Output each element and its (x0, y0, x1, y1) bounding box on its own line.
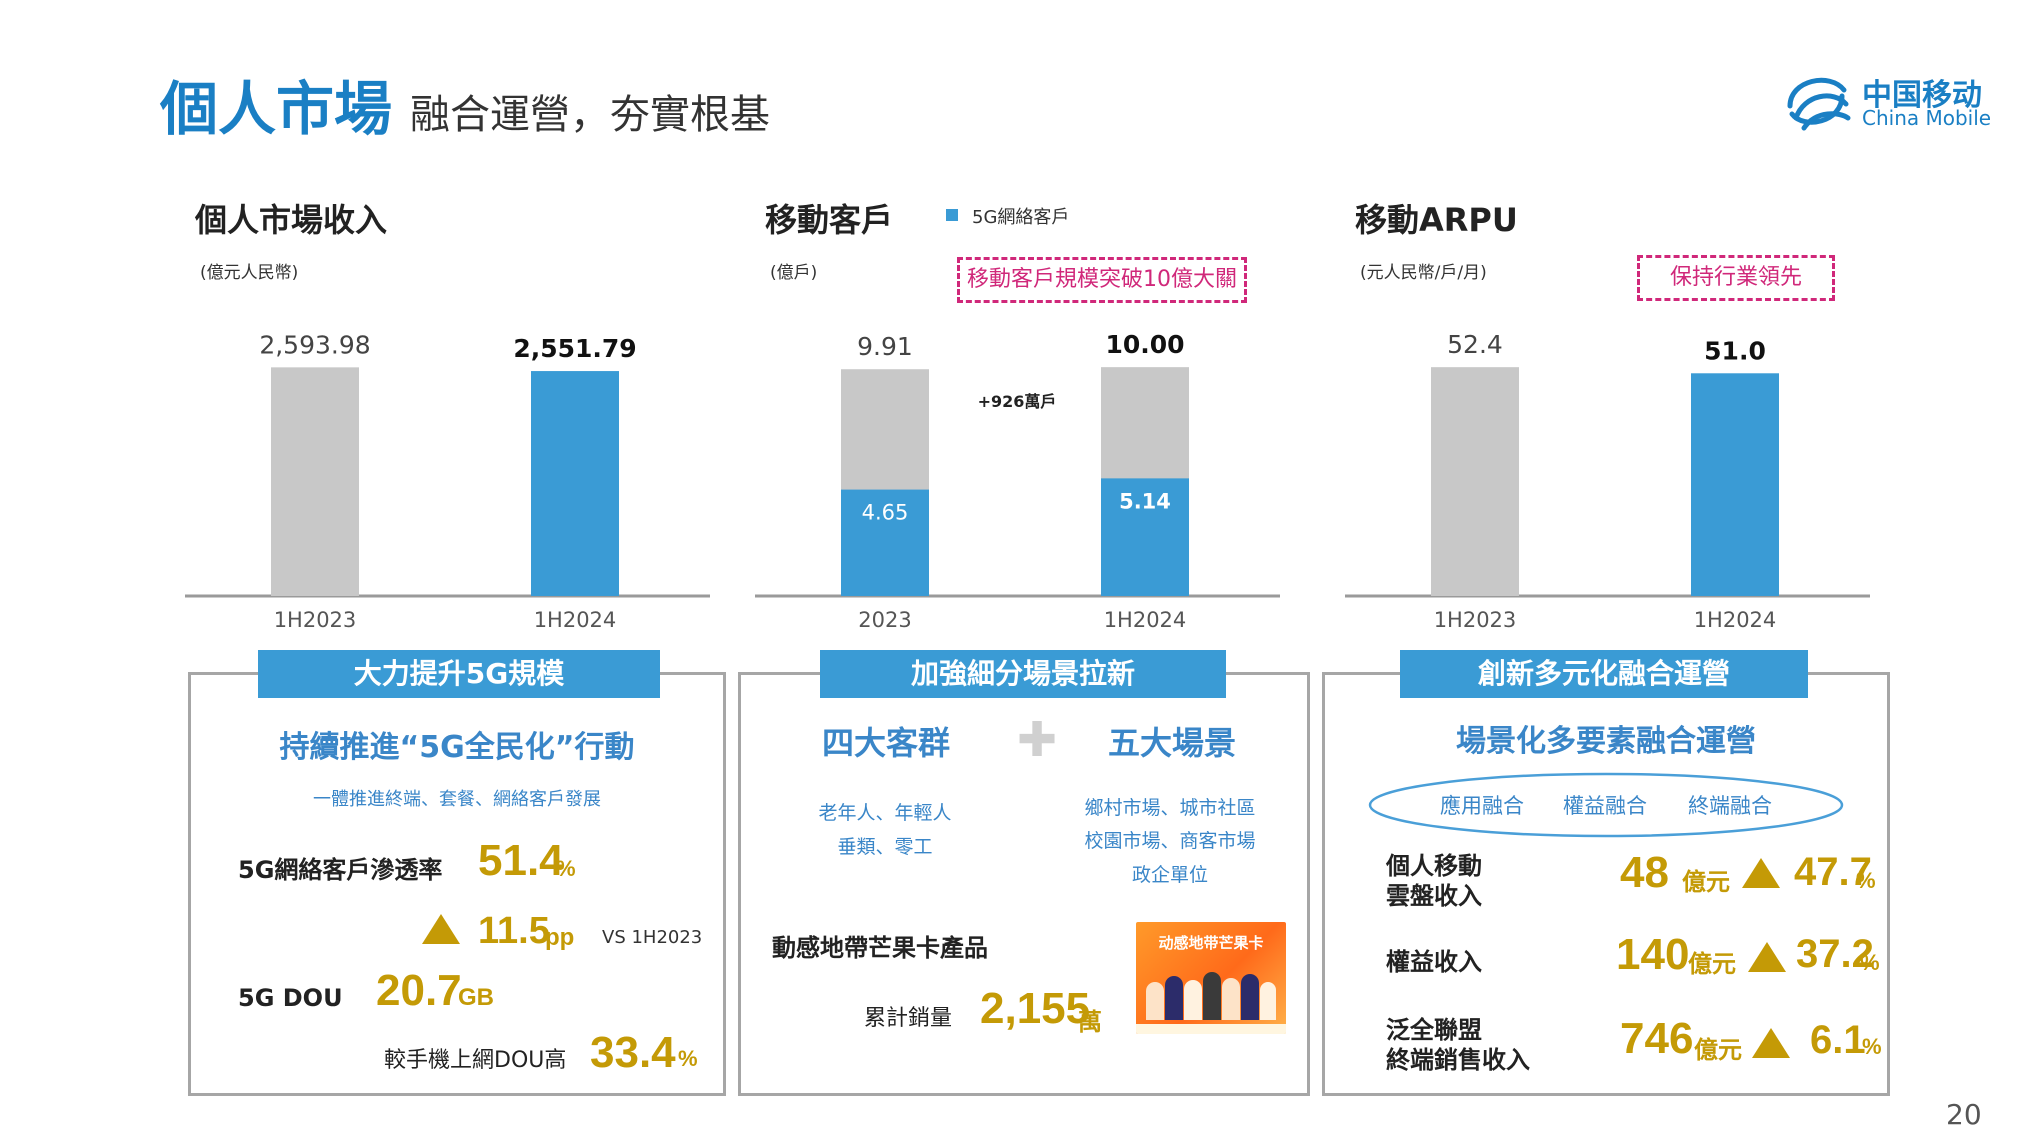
chart3-category-label-0: 1H2023 (1434, 608, 1517, 632)
sales-value: 2,155 (980, 984, 1091, 1033)
cloud-revenue-label-1: 個人移動 (1386, 852, 1482, 880)
panel3-heading: 場景化多要素融合運營 (1456, 724, 1756, 759)
chart1-value-label-0: 2,593.98 (259, 330, 370, 359)
chart2-bar-5g-0 (841, 489, 929, 596)
scenes-line-1: 鄉村市場、城市社區 (1084, 797, 1256, 819)
panel1-subheading: 一體推進終端、套餐、網絡客戶發展 (313, 789, 601, 810)
chart1-value-label-1: 2,551.79 (513, 334, 636, 363)
logo-text-en: China Mobile (1862, 106, 1992, 130)
increase-value: 11.5 (478, 910, 550, 952)
arpu-chart: 52.4 1H2023 51.0 1H2024 (1345, 330, 1870, 632)
chart3-bar-1 (1691, 373, 1779, 596)
arpu-leading-tag: 保持行業領先 (1637, 255, 1835, 301)
dou-compare-value: 33.4 (590, 1028, 676, 1077)
penetration-unit: % (556, 856, 576, 881)
product-label: 動感地帶芒果卡產品 (772, 934, 988, 962)
rights-growth-unit: % (1860, 950, 1880, 975)
increase-unit: pp (545, 924, 575, 951)
dou-unit: GB (458, 984, 494, 1011)
chart2-label-5g-1: 5.14 (1119, 489, 1171, 513)
scene-title: 五大場景 (1108, 724, 1237, 762)
chart1-bar-1 (531, 371, 619, 596)
revenue-chart: 2,593.98 1H2023 2,551.79 1H2024 (185, 330, 710, 632)
revenue-chart-title: 個人市場收入 (195, 201, 388, 239)
panel2-banner: 加強細分場景拉新 (820, 650, 1226, 698)
scenes-line-2: 校園市場、商客市場 (1084, 830, 1256, 852)
panel1-heading: 持續推進“5G全民化”行動 (279, 730, 635, 765)
revenue-chart-unit: (億元人民幣) (200, 263, 299, 283)
terminal-growth-value: 6.1 (1810, 1018, 1866, 1062)
customers-chart-title: 移動客戶 (765, 201, 894, 239)
rights-growth-arrow-icon (1748, 942, 1786, 972)
arpu-chart-unit: (元人民幣/戶/月) (1360, 263, 1487, 283)
legend-5g-label: 5G網絡客戶 (972, 207, 1070, 228)
groups-line-2: 垂類、零工 (837, 836, 933, 858)
chart2-category-label-0: 2023 (858, 608, 911, 632)
customers-chart-unit: (億戶) (770, 263, 818, 283)
rights-revenue-unit: 億元 (1688, 951, 1736, 978)
terminal-revenue-label-2: 終端銷售收入 (1386, 1046, 1530, 1074)
increase-arrow-icon (422, 914, 460, 944)
arpu-chart-title: 移動ARPU (1355, 201, 1518, 239)
fusion-item-terminal: 終端融合 (1688, 794, 1772, 818)
china-mobile-logo-icon (1787, 77, 1851, 131)
legend-5g-swatch (946, 209, 958, 221)
cloud-growth-arrow-icon (1742, 858, 1780, 888)
chart3-value-label-1: 51.0 (1704, 336, 1766, 365)
rights-revenue-label: 權益收入 (1386, 948, 1482, 976)
product-image-figures (1146, 962, 1276, 1020)
chart2-label-total-1: 10.00 (1105, 330, 1184, 359)
rights-growth-value: 37.2 (1796, 932, 1874, 976)
cloud-revenue-label-2: 雲盤收入 (1386, 882, 1482, 910)
chart2-bar-5g-1 (1101, 478, 1189, 596)
cloud-revenue-unit: 億元 (1682, 869, 1730, 896)
groups-line-1: 老年人、年輕人 (818, 802, 952, 824)
chart3-value-label-0: 52.4 (1447, 330, 1503, 359)
cloud-growth-unit: % (1856, 868, 1876, 893)
dou-value: 20.7 (376, 966, 462, 1015)
fusion-item-app: 應用融合 (1440, 794, 1524, 818)
dou-compare-unit: % (678, 1046, 698, 1071)
chart2-category-label-1: 1H2024 (1104, 608, 1187, 632)
panel3-banner: 創新多元化融合運營 (1400, 650, 1808, 698)
dou-label: 5G DOU (238, 984, 343, 1012)
customers-growth-annotation: +926萬戶 (978, 392, 1057, 411)
sales-label: 累計銷量 (864, 1006, 953, 1031)
rights-revenue-value: 140 (1616, 930, 1690, 979)
sales-unit: 萬 (1078, 1009, 1102, 1036)
dou-compare-label: 較手機上網DOU高 (384, 1048, 567, 1073)
chart1-category-label-0: 1H2023 (274, 608, 357, 632)
cloud-revenue-value: 48 (1620, 848, 1669, 897)
increase-note: VS 1H2023 (602, 927, 703, 948)
fusion-item-rights: 權益融合 (1563, 794, 1647, 818)
customers-milestone-tag: 移動客戶規模突破10億大關 (957, 257, 1247, 303)
customers-chart: 4.65 9.91 2023 5.14 10.00 1H2024 +926萬戶 (755, 330, 1280, 632)
chart1-category-label-1: 1H2024 (534, 608, 617, 632)
terminal-growth-unit: % (1862, 1034, 1882, 1059)
product-image-caption: 动感地带芒果卡 (1158, 934, 1264, 952)
penetration-label: 5G網絡客戶滲透率 (238, 856, 443, 884)
scenes-line-3: 政企單位 (1131, 864, 1208, 886)
chart1-bar-0 (271, 367, 359, 596)
terminal-revenue-value: 746 (1620, 1014, 1694, 1063)
page-title: 個人市場 (160, 75, 393, 143)
page-subtitle: 融合運營，夯實根基 (410, 92, 770, 138)
chart2-label-5g-0: 4.65 (862, 501, 909, 525)
mango-card-product-image: 动感地带芒果卡 (1136, 922, 1286, 1034)
terminal-revenue-unit: 億元 (1694, 1037, 1742, 1064)
penetration-value: 51.4 (478, 836, 564, 885)
terminal-revenue-label-1: 泛全聯盟 (1386, 1016, 1482, 1044)
plus-icon: ✚ (1017, 712, 1058, 768)
panel1-banner: 大力提升5G規模 (258, 650, 660, 698)
logo-text-cn: 中国移动 (1862, 78, 1982, 113)
chart3-bar-0 (1431, 367, 1519, 596)
group-title: 四大客群 (822, 724, 951, 762)
cloud-growth-value: 47.7 (1794, 850, 1872, 894)
terminal-growth-arrow-icon (1752, 1028, 1790, 1058)
chart2-label-total-0: 9.91 (857, 332, 913, 361)
chart3-category-label-1: 1H2024 (1694, 608, 1777, 632)
fusion-ellipse (1368, 772, 1844, 838)
page-number: 20 (1946, 1098, 1982, 1131)
